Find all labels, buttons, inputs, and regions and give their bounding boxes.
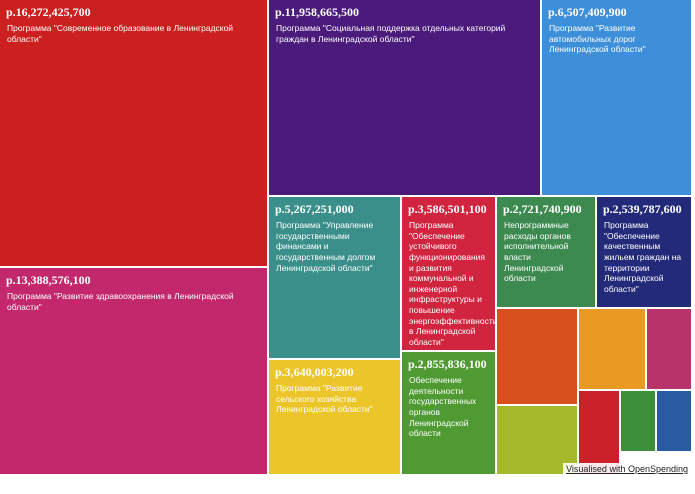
tile-label: Программа "Современное образование в Лен… xyxy=(7,23,234,44)
treemap-tile[interactable] xyxy=(579,309,647,391)
treemap-tile[interactable] xyxy=(497,309,579,406)
tile-amount: p.2,539,787,600 xyxy=(603,202,682,216)
tile-label: Программа "Развитие автомобильных дорог … xyxy=(549,23,646,55)
tile-amount: p.13,388,576,100 xyxy=(6,273,91,287)
treemap-tile[interactable]: p.11,958,665,500 Программа "Социальная по… xyxy=(269,0,542,197)
treemap-tile[interactable]: p.2,721,740,900 Непрограммные расходы орг… xyxy=(497,197,597,309)
treemap-tile[interactable]: p.16,272,425,700 Программа "Современное о… xyxy=(0,0,269,268)
treemap-tile[interactable] xyxy=(657,391,693,453)
tile-label: Программа "Обеспечение качественным жиль… xyxy=(604,220,682,294)
treemap-tile[interactable]: p.6,507,409,900 Программа "Развитие автом… xyxy=(542,0,693,197)
treemap-tile[interactable] xyxy=(621,391,657,453)
treemap-tile[interactable]: p.2,539,787,600 Программа "Обеспечение ка… xyxy=(597,197,693,309)
treemap-tile[interactable] xyxy=(497,406,579,476)
treemap-tile[interactable]: p.3,640,003,200 Программа "Развитие сельс… xyxy=(269,360,402,476)
tile-label: Обеспечение деятельности государственных… xyxy=(409,375,477,439)
tile-amount: p.6,507,409,900 xyxy=(548,5,627,19)
tile-amount: p.16,272,425,700 xyxy=(6,5,91,19)
tile-amount: p.3,586,501,100 xyxy=(408,202,487,216)
tile-label: Программа "Обеспечение устойчивого функц… xyxy=(409,220,497,347)
tile-amount: p.5,267,251,000 xyxy=(275,202,354,216)
tile-amount: p.2,721,740,900 xyxy=(503,202,582,216)
treemap-tile[interactable]: p.5,267,251,000 Программа "Управление гос… xyxy=(269,197,402,360)
treemap-tile[interactable] xyxy=(647,309,693,391)
treemap-tile[interactable]: p.2,855,836,100 Обеспечение деятельности … xyxy=(402,352,497,476)
tile-label: Программа "Развитие здравоохранения в Ле… xyxy=(7,291,234,312)
tile-label: Программа "Управление государственными ф… xyxy=(276,220,376,273)
tile-amount: p.11,958,665,500 xyxy=(275,5,360,19)
tile-label: Программа "Развитие сельского хозяйства … xyxy=(276,383,373,415)
credit-link[interactable]: Visualised with OpenSpending xyxy=(563,463,691,475)
treemap-tile[interactable]: p.13,388,576,100 Программа "Развитие здра… xyxy=(0,268,269,476)
treemap-tile[interactable]: p.3,586,501,100 Программа "Обеспечение ус… xyxy=(402,197,497,352)
treemap-tile[interactable] xyxy=(579,391,621,476)
tile-amount: p.3,640,003,200 xyxy=(275,365,354,379)
tile-label: Непрограммные расходы органов исполнител… xyxy=(504,220,571,284)
tile-label: Программа "Социальная поддержка отдельны… xyxy=(276,23,506,44)
tile-amount: p.2,855,836,100 xyxy=(408,357,487,371)
